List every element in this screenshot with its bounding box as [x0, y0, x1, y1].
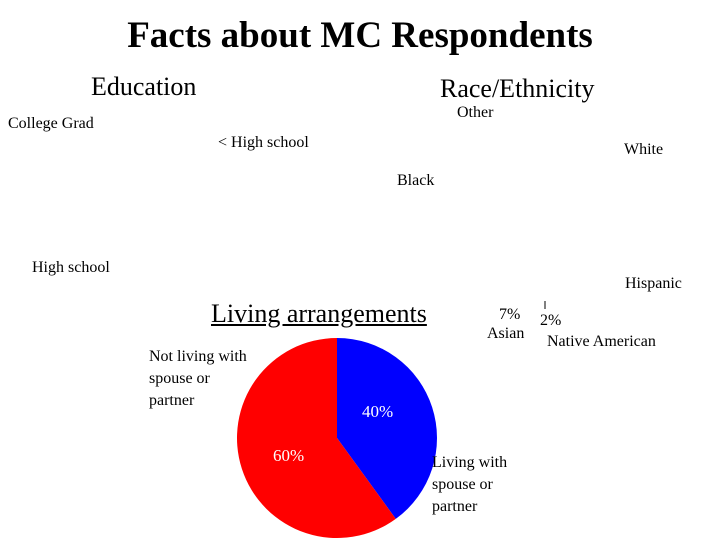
pie-label-not-living-line1: Not living with: [149, 348, 247, 365]
pie-slice-living-with-partner: [337, 338, 438, 519]
pie-label-not-living-line3: partner: [149, 392, 195, 409]
pie-label-living-line1: Living with: [432, 454, 508, 471]
race-label-asian: Asian: [487, 325, 525, 342]
race-label-white: White: [624, 141, 664, 158]
education-heading: Education: [91, 72, 197, 101]
pie-value-label-not-living: 60%: [273, 446, 305, 465]
pie-value-label-living: 40%: [362, 402, 394, 421]
pie-label-not-living-line2: spouse or: [149, 370, 210, 387]
pie-label-living-line2: spouse or: [432, 476, 493, 493]
race-label-black: Black: [397, 172, 435, 189]
pie-label-living-line3: partner: [432, 498, 478, 515]
pie-slice-not-living-with-partner: [237, 338, 396, 538]
page-title: Facts about MC Respondents: [127, 15, 593, 56]
race-value-asian: 7%: [499, 306, 521, 323]
race-heading: Race/Ethnicity: [440, 74, 595, 103]
education-label-high-school: High school: [32, 259, 110, 276]
chart-title: Living arrangements: [211, 299, 427, 328]
race-label-hispanic: Hispanic: [625, 275, 682, 292]
race-value-native-american: 2%: [540, 312, 562, 329]
education-label-less-than-high-school: < High school: [218, 134, 309, 151]
race-label-native-american: Native American: [547, 333, 656, 350]
pie-slices: [237, 338, 438, 538]
race-label-other: Other: [457, 104, 494, 121]
education-label-college-grad: College Grad: [8, 115, 94, 132]
